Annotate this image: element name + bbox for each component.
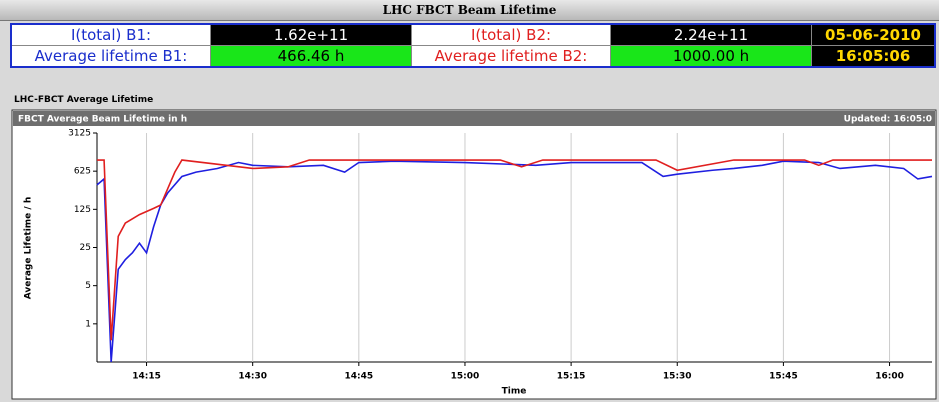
series-line bbox=[97, 159, 932, 341]
x-axis-label: Time bbox=[502, 387, 527, 397]
y-tick-label: 3125 bbox=[68, 129, 91, 139]
x-tick-label: 16:00 bbox=[875, 372, 904, 382]
cell: 1000.00 h bbox=[610, 45, 812, 68]
y-tick-label: 625 bbox=[74, 167, 91, 177]
x-tick-label: 14:45 bbox=[344, 372, 373, 382]
chart-frame bbox=[11, 109, 937, 400]
cell: Average lifetime B1: bbox=[10, 45, 211, 68]
info-table: I(total) B1: 1.62e+11 I(total) B2: 2.24e… bbox=[10, 23, 936, 68]
cell: Average lifetime B2: bbox=[411, 45, 611, 68]
x-tick-label: 15:15 bbox=[557, 372, 586, 382]
panel-label: LHC-FBCT Average Lifetime bbox=[14, 95, 154, 105]
x-tick-label: 14:15 bbox=[132, 372, 161, 382]
cell: 466.46 h bbox=[210, 45, 412, 68]
x-tick-label: 15:45 bbox=[769, 372, 798, 382]
window-title: LHC FBCT Beam Lifetime bbox=[0, 0, 939, 21]
y-tick-label: 1 bbox=[85, 319, 91, 329]
x-tick-label: 14:30 bbox=[238, 372, 267, 382]
y-tick-label: 25 bbox=[80, 243, 91, 253]
x-tick-label: 15:00 bbox=[451, 372, 480, 382]
cell: I(total) B1: bbox=[10, 23, 211, 46]
cell: 05-06-2010 bbox=[811, 23, 936, 46]
cell: I(total) B2: bbox=[411, 23, 611, 46]
y-tick-label: 125 bbox=[74, 205, 91, 215]
chart-header-bar bbox=[13, 111, 935, 126]
series-line bbox=[96, 160, 933, 363]
y-axis-label: Average Lifetime / h bbox=[24, 197, 34, 299]
updated-label: Updated: 16:05:0 bbox=[844, 115, 932, 125]
chart-header: FBCT Average Beam Lifetime in h bbox=[18, 115, 187, 125]
x-tick-label: 15:30 bbox=[663, 372, 692, 382]
y-tick-label: 5 bbox=[85, 281, 91, 291]
cell: 16:05:06 bbox=[811, 45, 936, 68]
cell: 1.62e+11 bbox=[210, 23, 412, 46]
